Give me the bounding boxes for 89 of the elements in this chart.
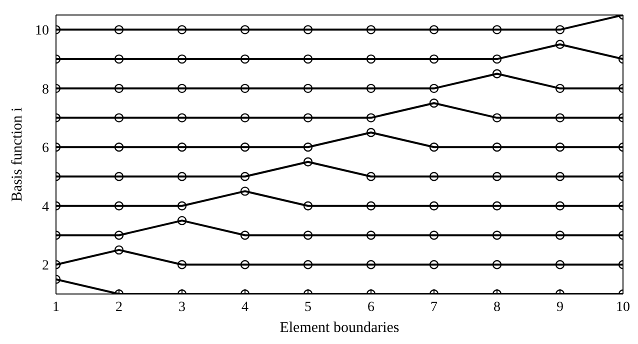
point — [429, 230, 439, 240]
y-tick-label: 8 — [42, 82, 49, 98]
point — [303, 201, 313, 210]
point — [429, 54, 439, 64]
point — [492, 54, 502, 64]
x-tick-label: 9 — [556, 300, 564, 315]
x-tick-label: 1 — [52, 300, 60, 315]
point — [114, 201, 124, 210]
point — [366, 260, 376, 270]
point — [114, 245, 124, 255]
point — [240, 260, 250, 270]
point — [114, 172, 124, 182]
point — [114, 113, 124, 122]
point — [303, 260, 313, 270]
point — [492, 69, 502, 78]
point — [240, 186, 250, 196]
y-tick-label: 6 — [42, 141, 49, 156]
point — [240, 142, 250, 152]
point — [240, 230, 250, 240]
point — [492, 230, 502, 240]
point — [303, 230, 313, 240]
point — [366, 230, 376, 240]
point — [240, 113, 250, 122]
point — [177, 25, 187, 34]
point — [429, 201, 439, 210]
point — [429, 98, 439, 108]
point — [240, 54, 250, 64]
x-tick-label: 7 — [430, 300, 438, 315]
point — [303, 25, 313, 34]
point — [366, 128, 376, 138]
x-tick-label: 8 — [494, 300, 500, 315]
point — [114, 230, 124, 240]
y-axis-title: Basis function i — [9, 107, 26, 202]
point — [366, 54, 376, 64]
point — [114, 54, 124, 64]
x-tick-label: 5 — [304, 300, 312, 315]
point — [429, 172, 439, 182]
x-tick-label: 10 — [616, 300, 630, 315]
point — [492, 172, 502, 182]
x-tick-label: 3 — [178, 300, 186, 315]
point — [366, 201, 376, 210]
point — [177, 142, 187, 152]
point — [429, 25, 439, 34]
point — [555, 142, 565, 152]
point — [492, 201, 502, 210]
point — [366, 84, 376, 94]
point — [177, 54, 187, 64]
point — [555, 172, 565, 182]
point — [429, 260, 439, 270]
point — [492, 25, 502, 34]
point — [177, 113, 187, 122]
y-tick-label: 4 — [42, 200, 49, 215]
point — [555, 113, 565, 122]
point — [555, 84, 565, 94]
point — [240, 25, 250, 34]
point — [177, 260, 187, 270]
point — [114, 84, 124, 94]
point — [492, 260, 502, 270]
point — [303, 54, 313, 64]
point — [177, 201, 187, 210]
point — [114, 142, 124, 152]
point — [492, 113, 502, 122]
x-tick-label: 2 — [116, 300, 122, 315]
point — [429, 84, 439, 94]
point — [555, 201, 565, 210]
point — [240, 84, 250, 94]
y-tick-label: 10 — [35, 24, 49, 39]
point — [555, 260, 565, 270]
point — [303, 157, 313, 166]
point — [177, 216, 187, 226]
x-axis-title: Element boundaries — [280, 320, 400, 336]
y-tick-label: 2 — [42, 258, 49, 274]
x-tick-label: 4 — [242, 300, 248, 315]
point — [177, 172, 187, 182]
point — [303, 142, 313, 152]
point — [366, 25, 376, 34]
point — [555, 40, 565, 49]
point — [177, 84, 187, 94]
point — [240, 172, 250, 182]
point — [492, 142, 502, 152]
point — [429, 142, 439, 152]
point — [555, 25, 565, 34]
point — [303, 84, 313, 94]
point — [366, 113, 376, 122]
point — [303, 113, 313, 122]
point — [366, 172, 376, 182]
point — [555, 230, 565, 240]
x-tick-label: 6 — [368, 300, 374, 315]
point — [114, 25, 124, 34]
